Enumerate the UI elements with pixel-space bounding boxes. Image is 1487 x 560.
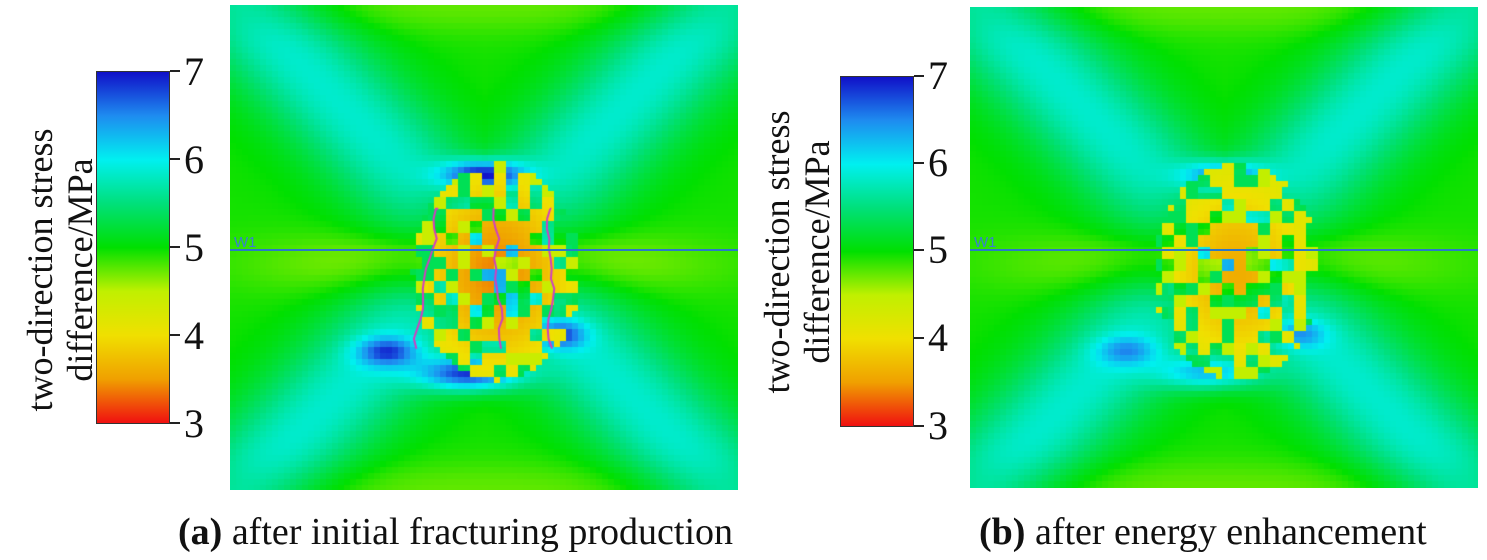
colorbar-a-label-line1: two-direction stress — [20, 128, 60, 412]
caption-a-text: after initial fracturing production — [231, 511, 734, 553]
caption-b: (b) after energy enhancement — [979, 510, 1427, 554]
colorbar-b-label-line2: difference/MPa — [797, 140, 837, 364]
panel-a: two-direction stress difference/MPa 7 6 … — [20, 5, 738, 554]
colorbar-b-label-line1: two-direction stress — [757, 110, 797, 394]
colorbar-b-tick-label-7: 7 — [928, 53, 948, 98]
colorbar-b-tick-4 — [914, 337, 924, 339]
panel-b: two-direction stress difference/MPa 7 6 … — [745, 0, 1487, 560]
caption-b-letter: (b) — [979, 511, 1026, 553]
stress-heatmap-b — [970, 7, 1478, 488]
colorbar-b-tick-7 — [914, 75, 924, 77]
colorbar-a-tick-label-7: 7 — [184, 49, 204, 94]
well-line-a — [230, 249, 738, 251]
colorbar-b-tick-label-6: 6 — [928, 140, 948, 185]
colorbar-a-tick-7 — [170, 70, 180, 72]
colorbar-a-tick-label-4: 4 — [184, 313, 204, 358]
caption-a-letter: (a) — [178, 511, 223, 553]
colorbar-a-tick-label-6: 6 — [184, 137, 204, 182]
stress-heatmap-a — [230, 5, 738, 490]
colorbar-b-tick-label-4: 4 — [928, 315, 948, 360]
well-label-b: W1 — [974, 234, 997, 251]
well-label-a: W1 — [234, 234, 257, 251]
colorbar-a-tick-4 — [170, 334, 180, 336]
colorbar-a-tick-5 — [170, 246, 180, 248]
colorbar-a-tick-label-3: 3 — [184, 401, 204, 446]
colorbar-a-label-line2: difference/MPa — [60, 158, 100, 382]
colorbar-b-label: two-direction stress difference/MPa — [757, 82, 837, 422]
colorbar-a-tick-6 — [170, 158, 180, 160]
caption-a: (a) after initial fracturing production — [178, 510, 733, 554]
colorbar-b-tick-label-5: 5 — [928, 227, 948, 272]
colorbar-b-tick-6 — [914, 162, 924, 164]
colorbar-a — [96, 71, 170, 424]
colorbar-a-tick-3 — [170, 422, 180, 424]
colorbar-b-tick-5 — [914, 249, 924, 251]
colorbar-b-tick-3 — [914, 425, 924, 427]
colorbar-b-tick-label-3: 3 — [928, 403, 948, 448]
caption-b-text: after energy enhancement — [1034, 511, 1427, 553]
well-line-b — [970, 249, 1478, 251]
colorbar-a-label: two-direction stress difference/MPa — [20, 100, 100, 440]
colorbar-b — [840, 76, 914, 427]
colorbar-a-tick-label-5: 5 — [184, 225, 204, 270]
